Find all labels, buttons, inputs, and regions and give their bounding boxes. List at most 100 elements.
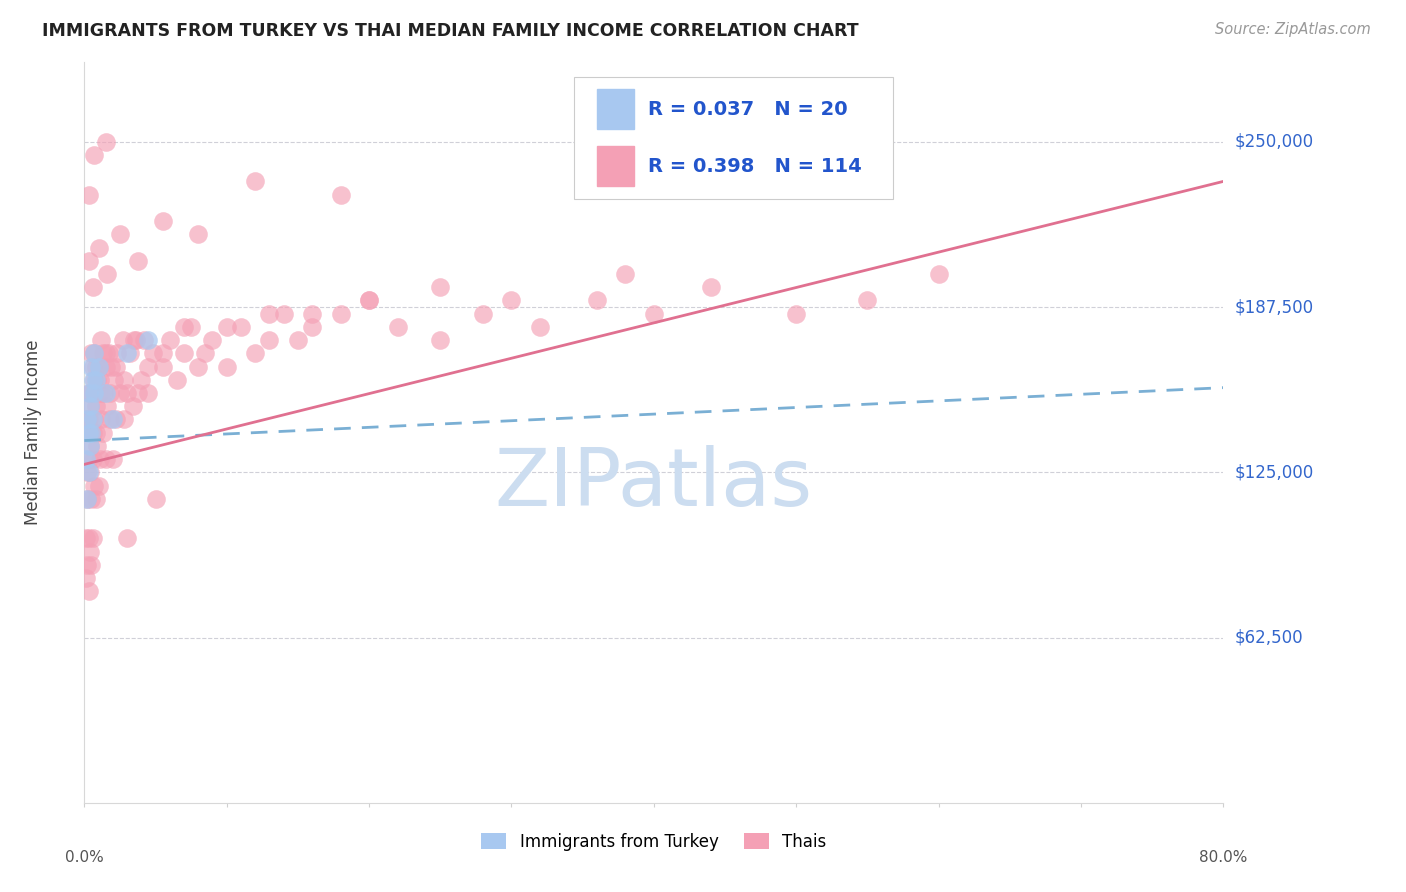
Point xyxy=(118,346,141,360)
Point xyxy=(87,240,110,255)
Point xyxy=(152,214,174,228)
Point xyxy=(80,425,103,440)
Point xyxy=(79,439,101,453)
Point xyxy=(115,386,138,401)
Point xyxy=(259,307,281,321)
Point xyxy=(856,293,879,308)
Point xyxy=(83,412,105,426)
Point xyxy=(87,386,110,401)
Text: $125,000: $125,000 xyxy=(1234,463,1313,482)
Point xyxy=(77,386,100,401)
Point xyxy=(76,491,98,506)
Point xyxy=(79,399,101,413)
Point xyxy=(87,359,110,374)
Point xyxy=(152,359,174,374)
Point xyxy=(89,452,111,467)
Point xyxy=(104,359,127,374)
Point xyxy=(259,333,281,347)
Point xyxy=(83,478,105,492)
Text: $250,000: $250,000 xyxy=(1234,133,1313,151)
Point xyxy=(80,346,103,360)
Bar xyxy=(598,88,634,129)
Text: R = 0.037   N = 20: R = 0.037 N = 20 xyxy=(648,100,848,119)
Point xyxy=(138,359,160,374)
Point xyxy=(201,333,224,347)
Text: Source: ZipAtlas.com: Source: ZipAtlas.com xyxy=(1215,22,1371,37)
Point xyxy=(138,386,160,401)
Point xyxy=(75,571,97,585)
Point xyxy=(229,319,252,334)
Point xyxy=(90,333,112,347)
Point xyxy=(928,267,950,281)
Point xyxy=(108,227,131,242)
Point xyxy=(80,491,103,506)
Point xyxy=(83,346,105,360)
Point xyxy=(131,373,153,387)
Point xyxy=(96,399,118,413)
Point xyxy=(173,319,195,334)
Point xyxy=(82,373,104,387)
Point xyxy=(643,307,665,321)
Point xyxy=(94,386,117,401)
Point xyxy=(586,293,609,308)
Legend: Immigrants from Turkey, Thais: Immigrants from Turkey, Thais xyxy=(475,826,832,857)
Point xyxy=(87,478,110,492)
Point xyxy=(215,359,238,374)
Point xyxy=(80,558,103,572)
Point xyxy=(94,452,117,467)
Point xyxy=(79,439,101,453)
Point xyxy=(77,187,100,202)
Point xyxy=(245,346,267,360)
Point xyxy=(108,386,131,401)
Point xyxy=(80,359,103,374)
Point xyxy=(104,412,127,426)
Point xyxy=(82,412,104,426)
Point xyxy=(77,452,100,467)
Text: R = 0.398   N = 114: R = 0.398 N = 114 xyxy=(648,157,862,176)
Text: IMMIGRANTS FROM TURKEY VS THAI MEDIAN FAMILY INCOME CORRELATION CHART: IMMIGRANTS FROM TURKEY VS THAI MEDIAN FA… xyxy=(42,22,859,40)
Point xyxy=(76,465,98,479)
Point xyxy=(287,333,309,347)
Point xyxy=(75,532,97,546)
Point xyxy=(91,425,114,440)
Point xyxy=(76,558,98,572)
Point xyxy=(187,359,209,374)
Point xyxy=(98,412,121,426)
Point xyxy=(77,532,100,546)
Point xyxy=(429,280,451,294)
Point xyxy=(84,373,107,387)
Point xyxy=(77,253,100,268)
Point xyxy=(301,319,323,334)
Text: 0.0%: 0.0% xyxy=(65,850,104,865)
Point xyxy=(82,425,104,440)
Point xyxy=(79,544,101,558)
Point xyxy=(83,346,105,360)
FancyBboxPatch shape xyxy=(574,78,893,200)
Point xyxy=(86,439,108,453)
Point xyxy=(124,333,146,347)
Point xyxy=(79,465,101,479)
Point xyxy=(80,425,103,440)
Point xyxy=(76,412,98,426)
Text: 80.0%: 80.0% xyxy=(1199,850,1247,865)
Point xyxy=(215,319,238,334)
Point xyxy=(127,253,149,268)
Point xyxy=(112,412,135,426)
Point xyxy=(76,491,98,506)
Point xyxy=(101,452,124,467)
Point xyxy=(700,280,723,294)
Point xyxy=(387,319,409,334)
Point xyxy=(105,346,128,360)
Bar xyxy=(598,145,634,186)
Point xyxy=(82,452,104,467)
Point xyxy=(83,148,105,162)
Point xyxy=(245,174,267,188)
Point xyxy=(152,346,174,360)
Point xyxy=(112,373,135,387)
Point xyxy=(301,307,323,321)
Point xyxy=(785,307,807,321)
Point xyxy=(94,135,117,149)
Point xyxy=(100,359,122,374)
Point xyxy=(111,333,134,347)
Point xyxy=(89,373,111,387)
